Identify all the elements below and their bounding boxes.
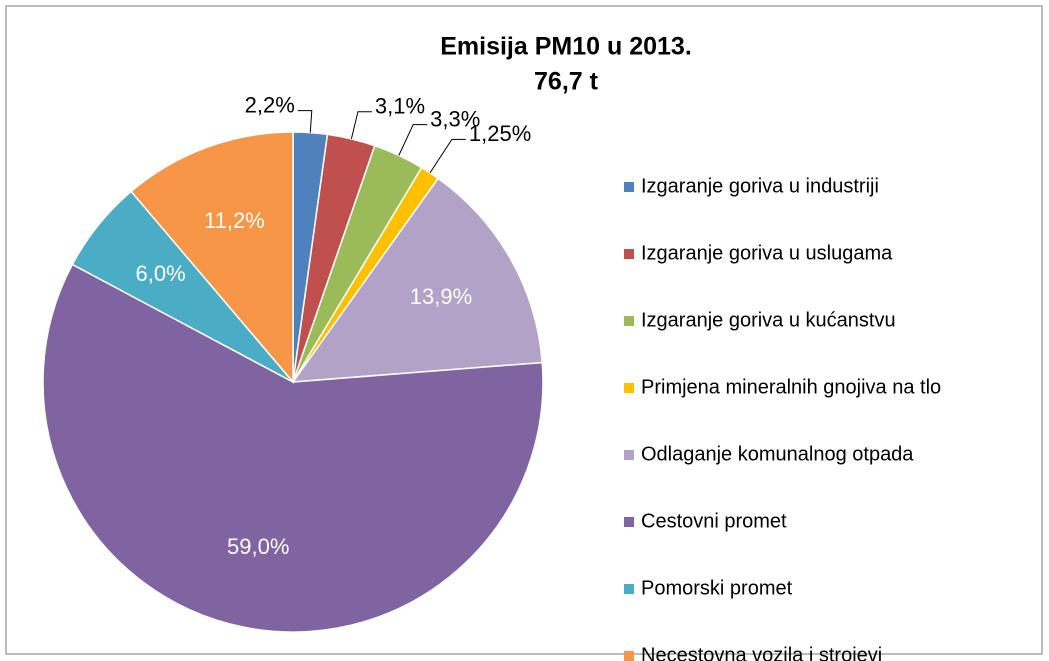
data-label: 2,2% [245, 92, 295, 117]
leader-line [398, 124, 428, 156]
legend-swatch [624, 316, 634, 326]
pie-slice [291, 177, 544, 383]
legend-swatch [624, 249, 634, 259]
legend-label: Izgaranje goriva u uslugama [641, 242, 893, 264]
legend-label: Pomorski promet [641, 577, 793, 599]
legend-swatch [624, 651, 634, 661]
legend-label: Odlaganje komunalnog otpada [641, 443, 914, 465]
data-label: 59,0% [227, 534, 289, 559]
data-label: 1,25% [469, 121, 531, 146]
pie-slice [42, 263, 544, 633]
legend-swatch [624, 182, 634, 192]
chart-subtitle: 76,7 t [534, 68, 599, 96]
leader-line [429, 138, 466, 174]
legend-swatch [624, 450, 634, 460]
legend-swatch [624, 584, 634, 594]
data-label: 11,2% [204, 208, 265, 233]
leader-line [350, 111, 372, 140]
legend-label: Cestovni promet [641, 510, 787, 532]
legend-label: Primjena mineralnih gnojiva na tlo [641, 376, 941, 398]
data-label: 3,1% [375, 94, 425, 119]
legend-swatch [624, 517, 634, 527]
chart-title: Emisija PM10 u 2013. [440, 33, 692, 61]
leader-line [297, 110, 313, 133]
pie-slice [130, 131, 294, 385]
legend-label: Izgaranje goriva u industriji [641, 175, 879, 197]
data-label: 6,0% [136, 261, 186, 286]
legend-swatch [624, 383, 634, 393]
data-label: 13,9% [410, 284, 472, 309]
data-label: 3,3% [430, 106, 480, 131]
legend-label: Necestovna vozila i strojevi [641, 644, 882, 661]
legend-label: Izgaranje goriva u kućanstvu [641, 309, 896, 331]
